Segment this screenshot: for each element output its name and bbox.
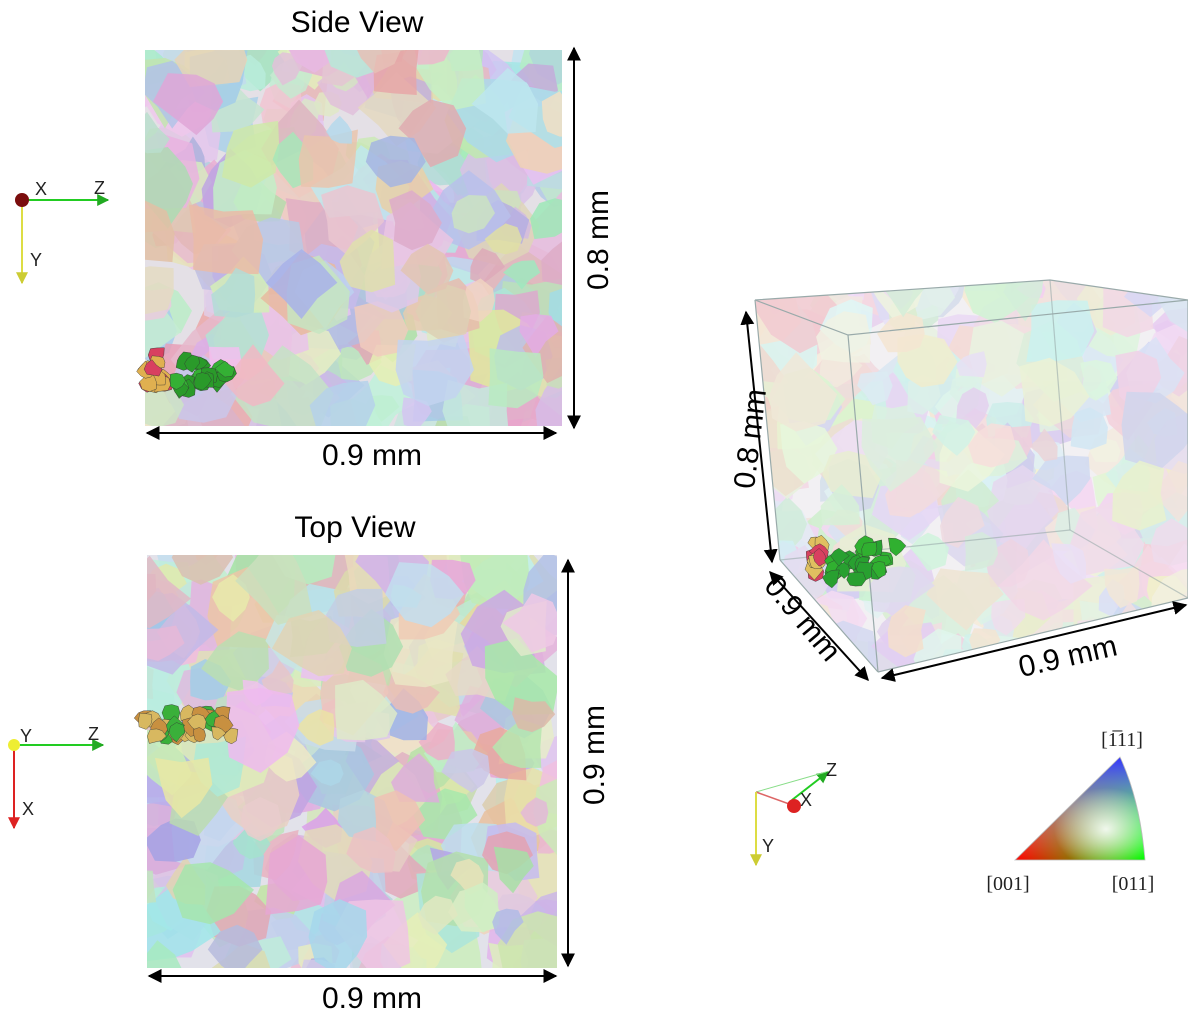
side-view-map bbox=[104, 0, 607, 476]
grain bbox=[189, 205, 263, 275]
grain bbox=[762, 646, 799, 693]
grain bbox=[716, 609, 780, 682]
grain bbox=[117, 266, 173, 317]
figure: Side View 0.8 mm 0.9 mm Top View 0.9 mm … bbox=[0, 0, 1188, 1017]
grain bbox=[542, 91, 583, 137]
grain bbox=[741, 619, 785, 674]
ipf-label-left: [001] bbox=[986, 873, 1029, 895]
top-view-map bbox=[98, 506, 615, 1009]
height-label: 0.9 mm bbox=[578, 705, 611, 805]
axis-x-dot bbox=[787, 799, 801, 813]
iso-view-map bbox=[716, 237, 1188, 720]
particle bbox=[847, 572, 866, 586]
axis-x-label: X bbox=[22, 799, 34, 819]
grain bbox=[1157, 607, 1188, 639]
ipf-triangle bbox=[1015, 757, 1145, 860]
axis-y-label: Y bbox=[20, 726, 32, 746]
axis-y-label: Y bbox=[30, 250, 42, 270]
axis-z-label: Z bbox=[826, 760, 837, 780]
grain bbox=[720, 616, 793, 686]
top-view-title: Top View bbox=[294, 511, 416, 544]
axis-y-label: Y bbox=[762, 836, 774, 856]
grain bbox=[1110, 618, 1184, 675]
ipf-label-right: [011] bbox=[1112, 873, 1155, 895]
axis-y-dot bbox=[8, 739, 20, 751]
particle bbox=[862, 542, 877, 556]
axis-x-dot bbox=[15, 193, 29, 207]
axis-x-label: X bbox=[800, 790, 812, 810]
grain bbox=[1127, 260, 1152, 291]
grain bbox=[114, 870, 156, 904]
width-label: 0.9 mm bbox=[1015, 629, 1120, 684]
grain bbox=[121, 75, 147, 100]
grain bbox=[741, 616, 774, 650]
axis-z-label: Z bbox=[94, 178, 105, 198]
grain bbox=[718, 490, 769, 529]
height-label: 0.8 mm bbox=[728, 387, 773, 490]
grain bbox=[1143, 256, 1174, 291]
grain bbox=[1134, 619, 1188, 674]
grain bbox=[1026, 300, 1094, 362]
grain bbox=[803, 258, 837, 287]
width-label: 0.9 mm bbox=[322, 439, 422, 472]
grain bbox=[1120, 638, 1153, 678]
axis-z-label: Z bbox=[88, 724, 99, 744]
height-label: 0.8 mm bbox=[582, 190, 615, 290]
axis-x bbox=[756, 792, 792, 805]
grain bbox=[1161, 251, 1188, 298]
width-label: 0.9 mm bbox=[322, 982, 422, 1015]
axis-x-label: X bbox=[35, 179, 47, 199]
side-view-title: Side View bbox=[291, 6, 424, 39]
ipf-label-top: [1̅11] bbox=[1101, 729, 1143, 751]
